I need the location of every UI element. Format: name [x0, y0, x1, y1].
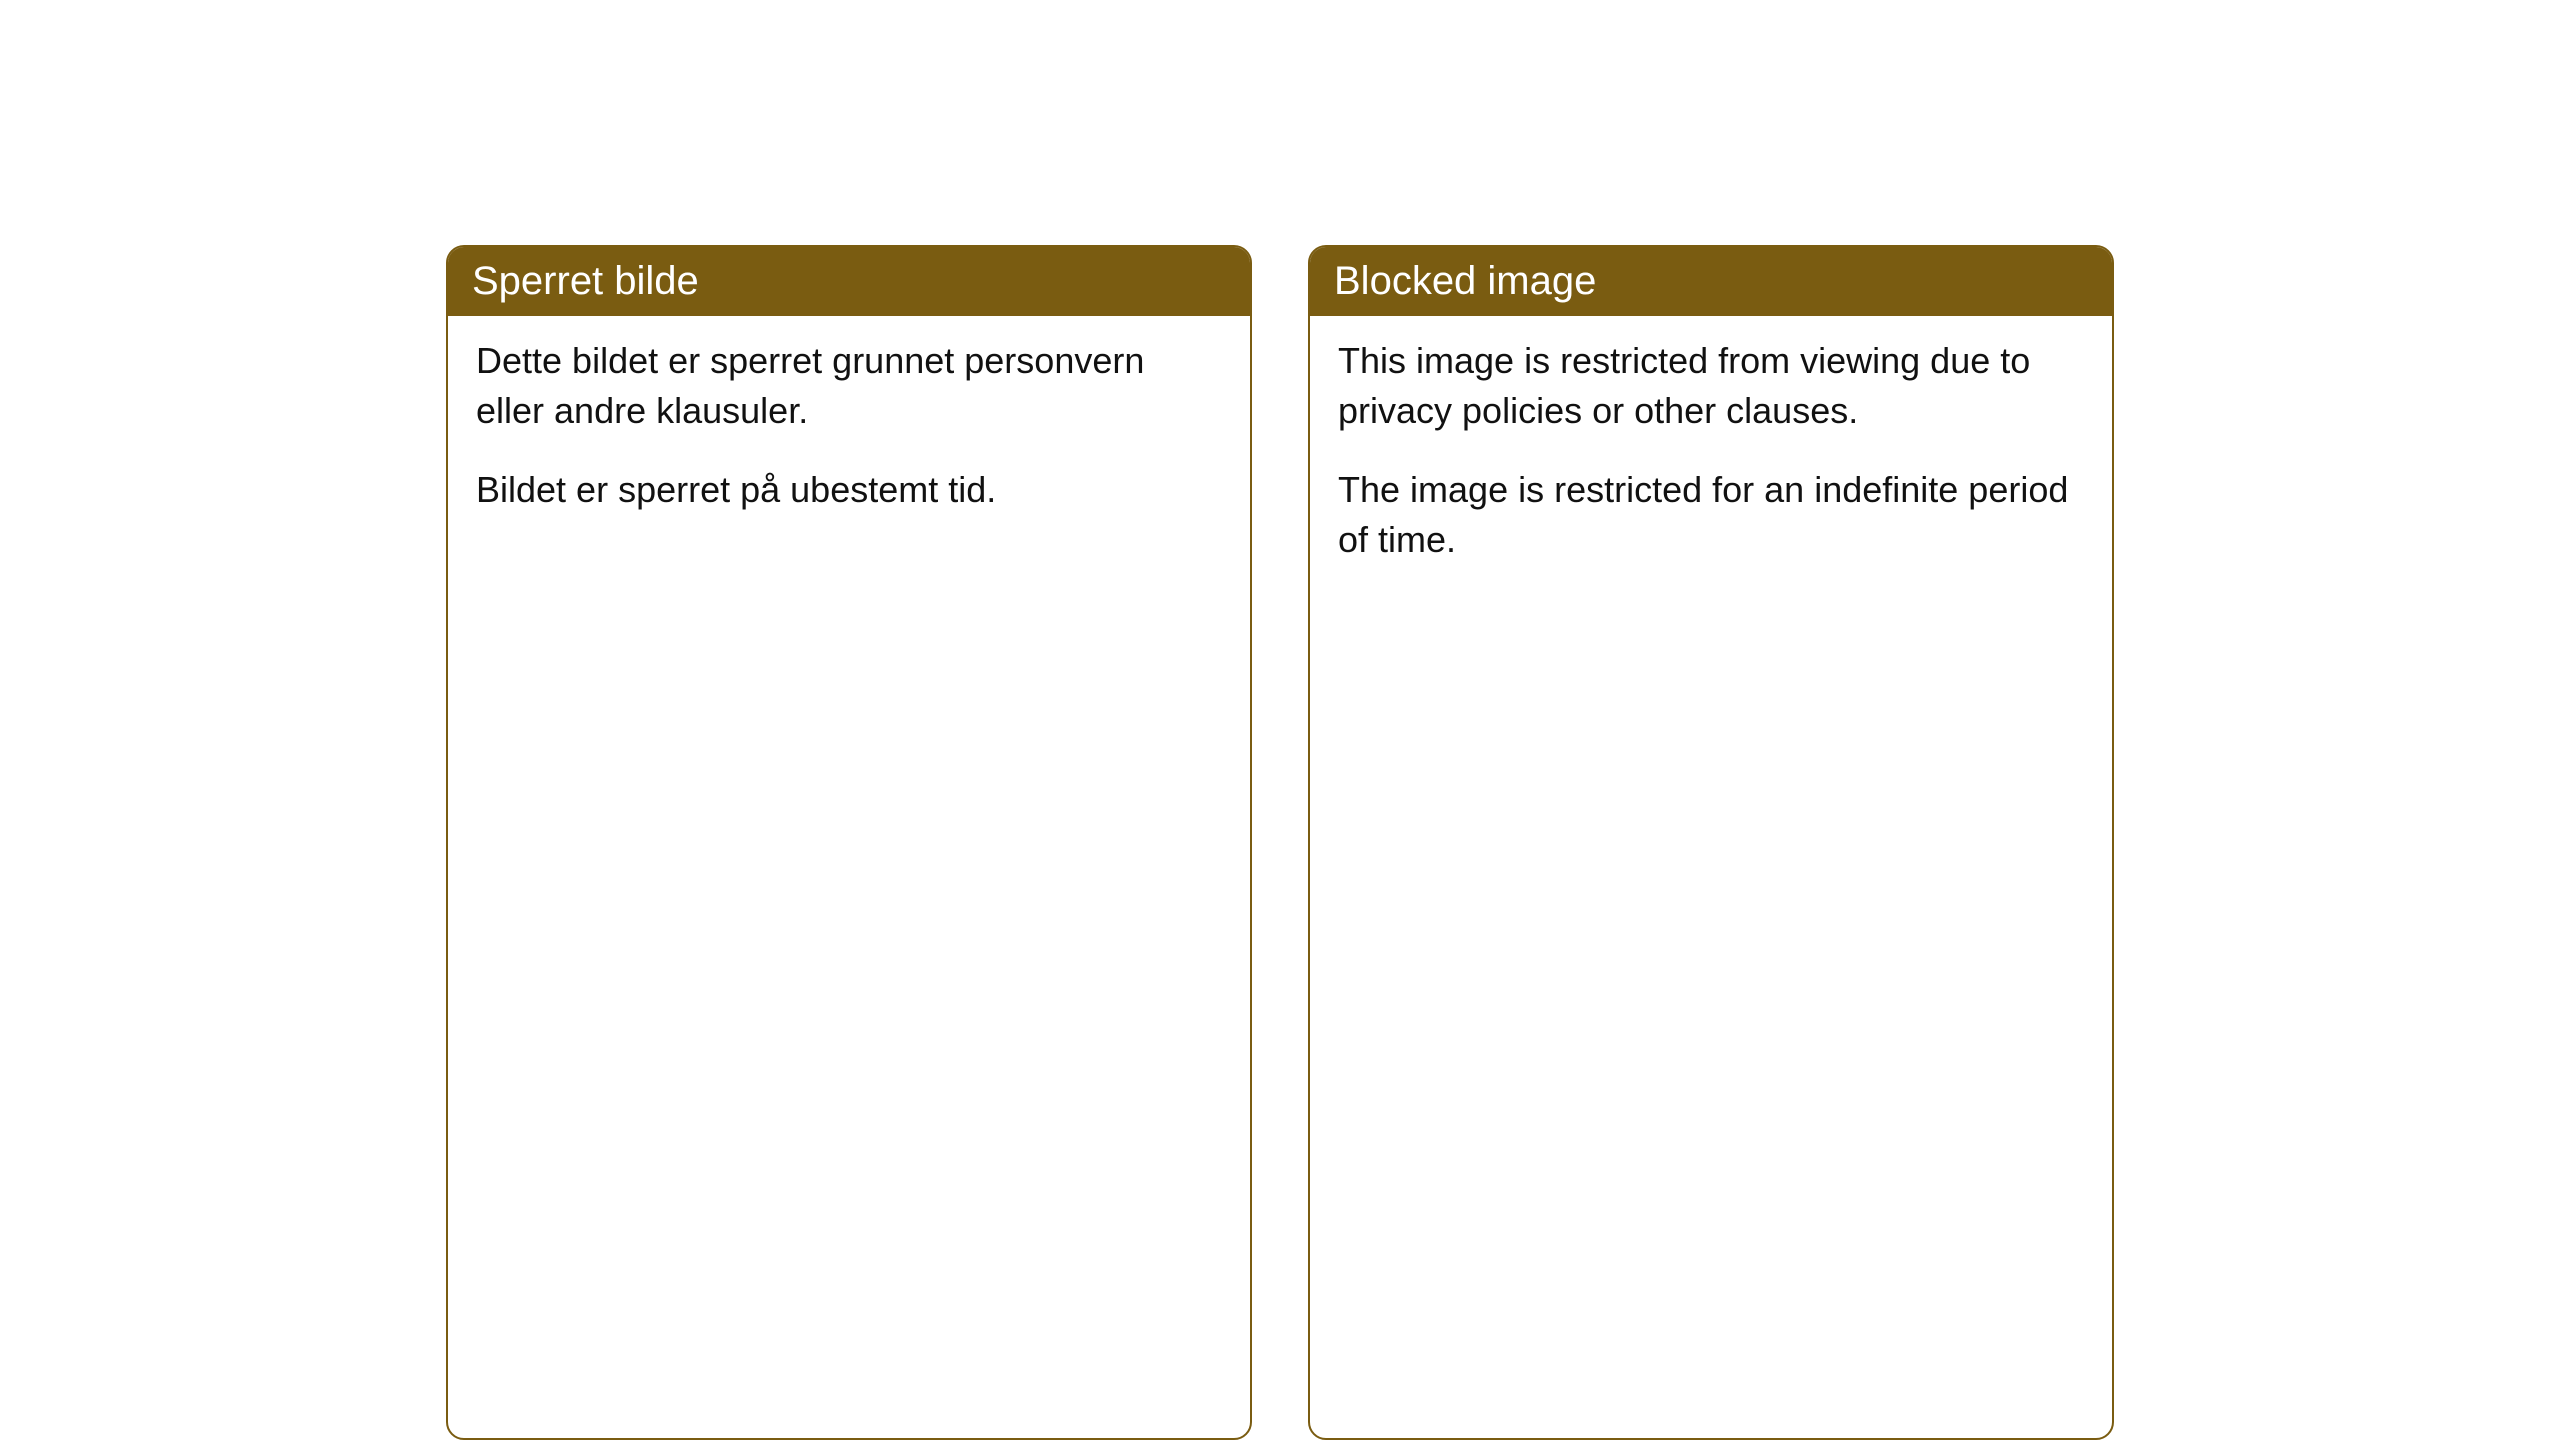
card-body-english: This image is restricted from viewing du… — [1310, 316, 2112, 606]
card-text-reason-english: This image is restricted from viewing du… — [1338, 336, 2084, 437]
card-text-duration-english: The image is restricted for an indefinit… — [1338, 465, 2084, 566]
card-header-norwegian: Sperret bilde — [448, 247, 1250, 316]
blocked-image-card-norwegian: Sperret bilde Dette bildet er sperret gr… — [446, 245, 1252, 1440]
blocked-image-card-english: Blocked image This image is restricted f… — [1308, 245, 2114, 1440]
card-body-norwegian: Dette bildet er sperret grunnet personve… — [448, 316, 1250, 555]
card-header-english: Blocked image — [1310, 247, 2112, 316]
card-text-reason-norwegian: Dette bildet er sperret grunnet personve… — [476, 336, 1222, 437]
card-container: Sperret bilde Dette bildet er sperret gr… — [446, 245, 2114, 1440]
card-text-duration-norwegian: Bildet er sperret på ubestemt tid. — [476, 465, 1222, 515]
